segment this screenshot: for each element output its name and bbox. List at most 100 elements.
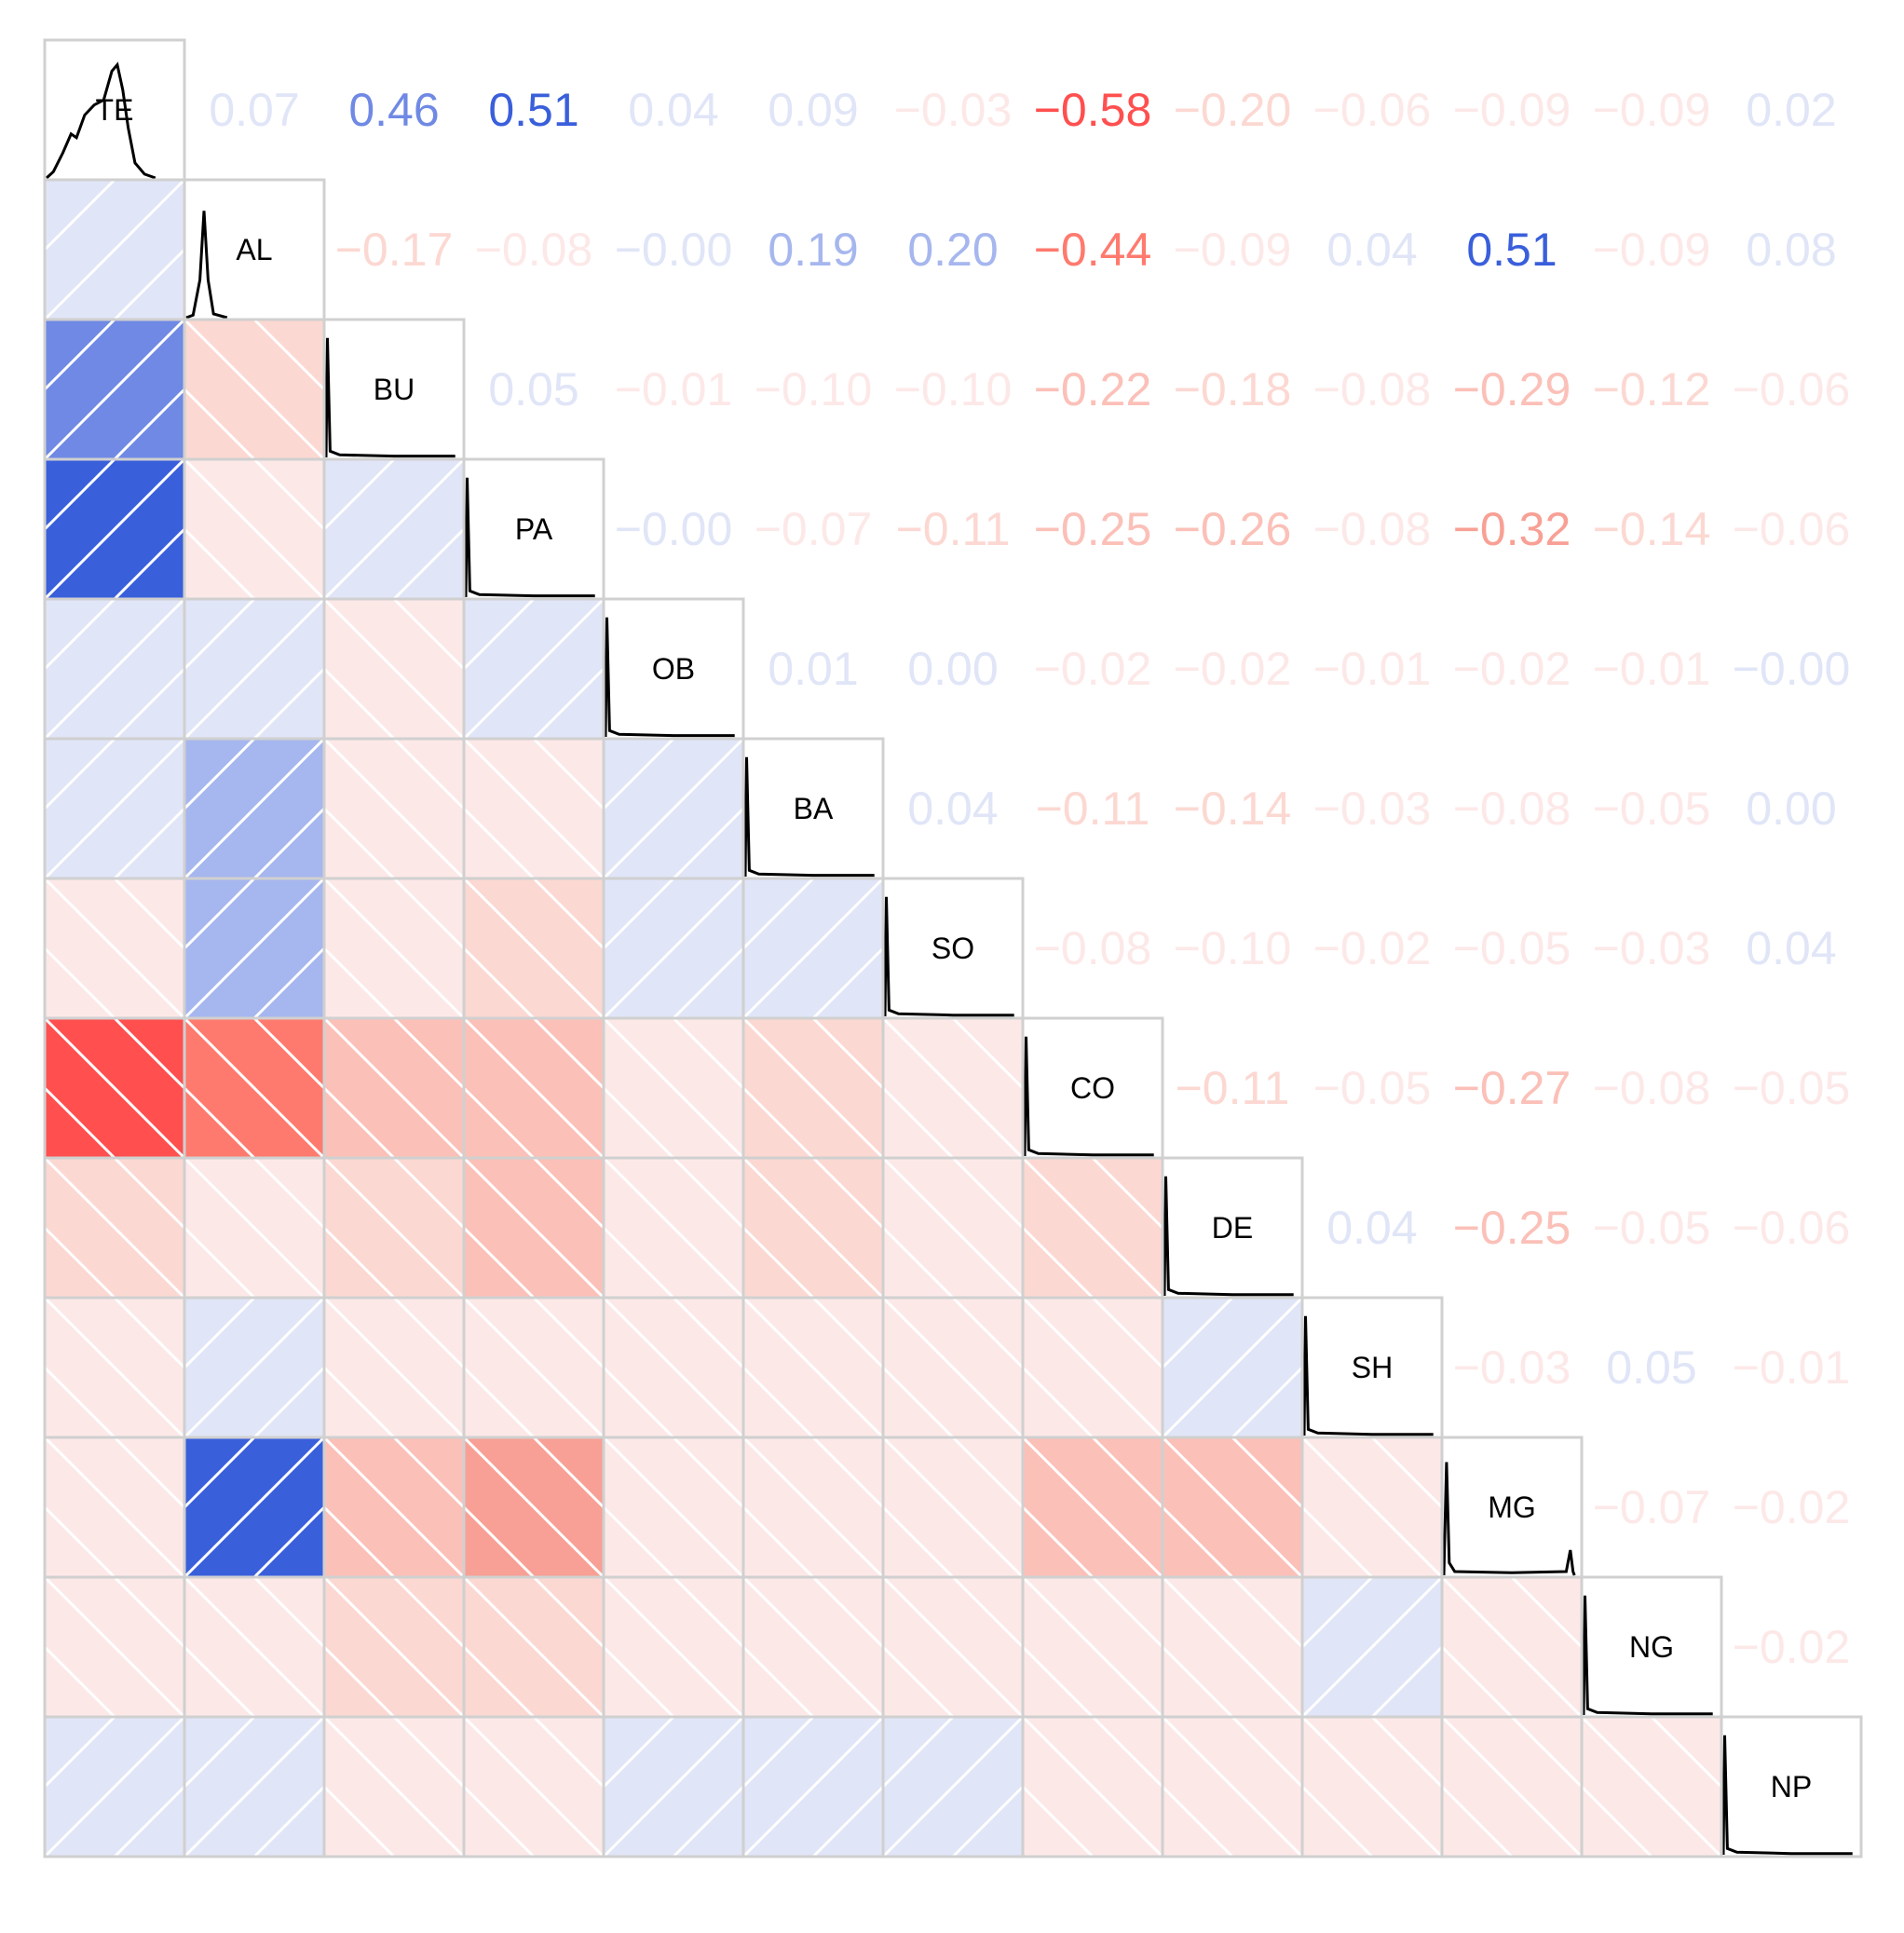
correlation-label: −0.12 [1593,363,1711,415]
hatch-line [1370,1436,1444,1509]
hatch-line [1510,1575,1584,1649]
hatch-line [43,1645,116,1719]
hatch-line [43,178,116,252]
hatch-line [322,457,396,531]
variable-label: DE [1212,1211,1253,1245]
hatch-line [1161,1296,1304,1439]
hatch-line [1161,1715,1304,1858]
hatch-line [43,1715,186,1858]
hatch-line [462,597,605,741]
hatch-line [252,667,326,741]
hatch-line [462,737,605,880]
hatch-line [741,877,815,950]
hatch-line [462,1645,536,1719]
density-curve [743,756,875,878]
hatch-line [252,946,326,1020]
hatch-line [1161,1296,1234,1369]
hatch-line [43,1366,116,1439]
hatch-line [392,1016,466,1090]
hatch-line [1300,1575,1374,1649]
hatch-line [322,1296,466,1439]
hatch-line [1161,1645,1234,1719]
hatch-line [602,1715,745,1858]
hatch-line [252,1575,326,1649]
hatch-line [322,1505,396,1579]
correlation-label: 0.51 [1466,224,1557,276]
hatch-line [252,1156,326,1230]
hatch-line [43,1505,116,1579]
hatch-line [1161,1436,1304,1579]
hatch-line [672,946,745,1020]
hatch-line [183,1226,256,1300]
hatch-line [741,877,885,1020]
hatch-line [1300,1575,1444,1719]
hatch-line [113,667,186,741]
hatch-line [392,1575,466,1649]
hatch-line [43,1086,116,1160]
hatch-line [951,1575,1025,1649]
diagonal-cell [1300,1296,1444,1439]
hatch-line [1091,1436,1164,1509]
variable-label: TE [96,93,134,127]
hatch-line [113,1436,186,1509]
hatch-line [1161,1575,1304,1719]
hatch-line [602,1436,745,1579]
hatch-line [602,1156,745,1300]
correlation-label: −0.10 [1174,922,1292,974]
hatch-line [602,737,745,880]
variable-label: CO [1070,1071,1115,1105]
correlation-label: −0.11 [1036,783,1150,835]
hatch-line [741,1715,815,1789]
hatch-line [252,1505,326,1579]
correlation-label: 0.51 [488,84,578,136]
hatch-line [672,807,745,880]
hatch-line [392,1156,466,1230]
hatch-line [322,1785,396,1858]
hatch-line [741,1156,885,1300]
hatch-line [113,1575,186,1649]
hatch-line [602,1715,675,1789]
variable-label: NP [1771,1770,1812,1804]
correlation-label: −0.01 [1313,643,1432,695]
hatch-line [462,807,536,880]
hatch-line [252,318,326,391]
hatch-line [113,877,186,950]
hatch-line [43,318,116,391]
correlation-label: −0.00 [615,503,733,555]
correlation-label: −0.02 [1453,643,1571,695]
hatch-line [532,737,605,810]
hatch-line [881,1715,1025,1858]
hatch-line [462,1086,536,1160]
hatch-line [881,1156,1025,1300]
correlation-label: 0.00 [1746,783,1836,835]
hatch-line [183,877,256,950]
hatch-line [113,1785,186,1858]
hatch-line [811,1436,885,1509]
hatch-line [602,1296,745,1439]
hatch-line [881,1366,955,1439]
hatch-line [1021,1436,1164,1579]
hatch-line [113,388,186,461]
hatch-line [1440,1575,1584,1719]
hatch-line [602,1366,675,1439]
hatch-line [811,1296,885,1369]
correlation-label: −0.06 [1733,363,1851,415]
cell-border [1720,1715,1863,1858]
hatch-line [1580,1785,1653,1858]
hatch-line [43,737,116,810]
hatch-line [951,1436,1025,1509]
hatch-line [532,1296,605,1369]
correlation-label: −0.01 [1733,1341,1851,1394]
hatch-line [43,597,116,671]
hatch-line [183,597,326,741]
hatch-line [532,1016,605,1090]
hatch-line [1021,1226,1095,1300]
hatch-line [741,1226,815,1300]
density-curve [604,617,735,738]
hatch-line [43,946,116,1020]
hatch-line [462,1505,536,1579]
hatch-line [322,1715,466,1858]
hatch-line [183,877,326,1020]
hatch-line [602,1016,745,1160]
hatch-line [1650,1715,1723,1789]
